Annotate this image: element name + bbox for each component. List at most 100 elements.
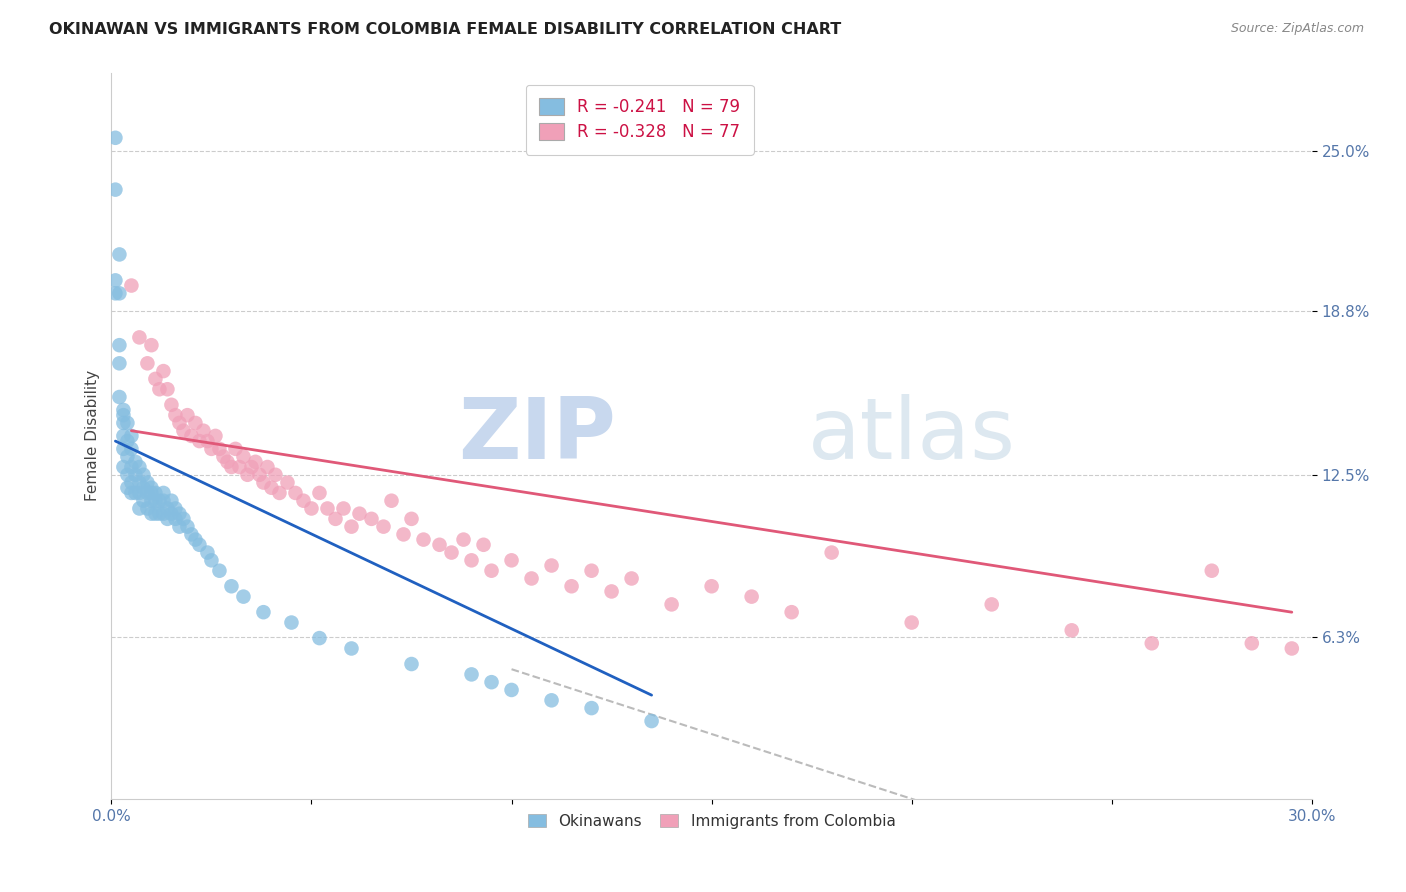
Point xyxy=(128,330,150,344)
Point xyxy=(821,545,844,559)
Point xyxy=(481,675,503,690)
Point xyxy=(112,460,135,475)
Point xyxy=(124,467,146,482)
Point xyxy=(440,545,463,559)
Point xyxy=(117,434,139,448)
Point xyxy=(128,486,150,500)
Point xyxy=(501,553,523,567)
Point xyxy=(136,501,159,516)
Point xyxy=(249,467,271,482)
Point xyxy=(148,382,170,396)
Point xyxy=(148,507,170,521)
Point xyxy=(640,714,662,728)
Point xyxy=(308,486,330,500)
Point xyxy=(1060,624,1083,638)
Point xyxy=(453,533,475,547)
Point xyxy=(900,615,922,630)
Point xyxy=(165,408,187,422)
Point xyxy=(245,455,267,469)
Point xyxy=(1201,564,1223,578)
Point xyxy=(169,519,191,533)
Point xyxy=(128,501,150,516)
Point xyxy=(156,382,179,396)
Point xyxy=(208,442,231,456)
Point xyxy=(152,486,174,500)
Point xyxy=(120,429,142,443)
Point xyxy=(260,481,283,495)
Point xyxy=(172,424,194,438)
Point xyxy=(228,460,250,475)
Legend: Okinawans, Immigrants from Colombia: Okinawans, Immigrants from Colombia xyxy=(522,807,901,835)
Y-axis label: Female Disability: Female Disability xyxy=(86,370,100,501)
Point xyxy=(124,486,146,500)
Point xyxy=(117,416,139,430)
Point xyxy=(332,501,354,516)
Point xyxy=(193,424,215,438)
Point xyxy=(264,467,287,482)
Point xyxy=(212,450,235,464)
Point xyxy=(108,356,131,370)
Point xyxy=(236,467,259,482)
Point xyxy=(120,486,142,500)
Point xyxy=(460,667,482,681)
Point xyxy=(700,579,723,593)
Point xyxy=(188,538,211,552)
Point xyxy=(204,429,226,443)
Point xyxy=(104,183,127,197)
Point xyxy=(340,641,363,656)
Point xyxy=(661,598,683,612)
Point xyxy=(145,507,167,521)
Point xyxy=(136,475,159,490)
Text: ZIP: ZIP xyxy=(458,394,616,477)
Point xyxy=(217,455,239,469)
Point xyxy=(224,442,246,456)
Point xyxy=(301,501,323,516)
Point xyxy=(117,450,139,464)
Text: OKINAWAN VS IMMIGRANTS FROM COLOMBIA FEMALE DISABILITY CORRELATION CHART: OKINAWAN VS IMMIGRANTS FROM COLOMBIA FEM… xyxy=(49,22,841,37)
Point xyxy=(117,481,139,495)
Point xyxy=(132,467,155,482)
Point xyxy=(316,501,339,516)
Point xyxy=(308,631,330,645)
Point xyxy=(156,501,179,516)
Point xyxy=(165,512,187,526)
Point xyxy=(112,416,135,430)
Point xyxy=(520,572,543,586)
Point xyxy=(472,538,495,552)
Point xyxy=(741,590,763,604)
Point xyxy=(136,486,159,500)
Point xyxy=(200,442,222,456)
Point xyxy=(120,475,142,490)
Point xyxy=(292,493,315,508)
Point xyxy=(540,558,562,573)
Point xyxy=(132,493,155,508)
Point xyxy=(152,493,174,508)
Point xyxy=(169,416,191,430)
Point xyxy=(373,519,395,533)
Point xyxy=(112,429,135,443)
Point xyxy=(269,486,291,500)
Point xyxy=(120,278,142,293)
Text: Source: ZipAtlas.com: Source: ZipAtlas.com xyxy=(1230,22,1364,36)
Point xyxy=(232,590,254,604)
Point xyxy=(165,501,187,516)
Point xyxy=(200,553,222,567)
Point xyxy=(429,538,451,552)
Point xyxy=(325,512,347,526)
Point xyxy=(160,493,183,508)
Point xyxy=(252,605,274,619)
Point xyxy=(412,533,434,547)
Point xyxy=(112,403,135,417)
Point xyxy=(160,507,183,521)
Point xyxy=(136,356,159,370)
Point xyxy=(132,481,155,495)
Point xyxy=(280,615,302,630)
Point xyxy=(152,364,174,378)
Point xyxy=(401,512,423,526)
Point xyxy=(600,584,623,599)
Point xyxy=(112,442,135,456)
Point xyxy=(481,564,503,578)
Point xyxy=(349,507,371,521)
Point xyxy=(108,338,131,352)
Point xyxy=(501,682,523,697)
